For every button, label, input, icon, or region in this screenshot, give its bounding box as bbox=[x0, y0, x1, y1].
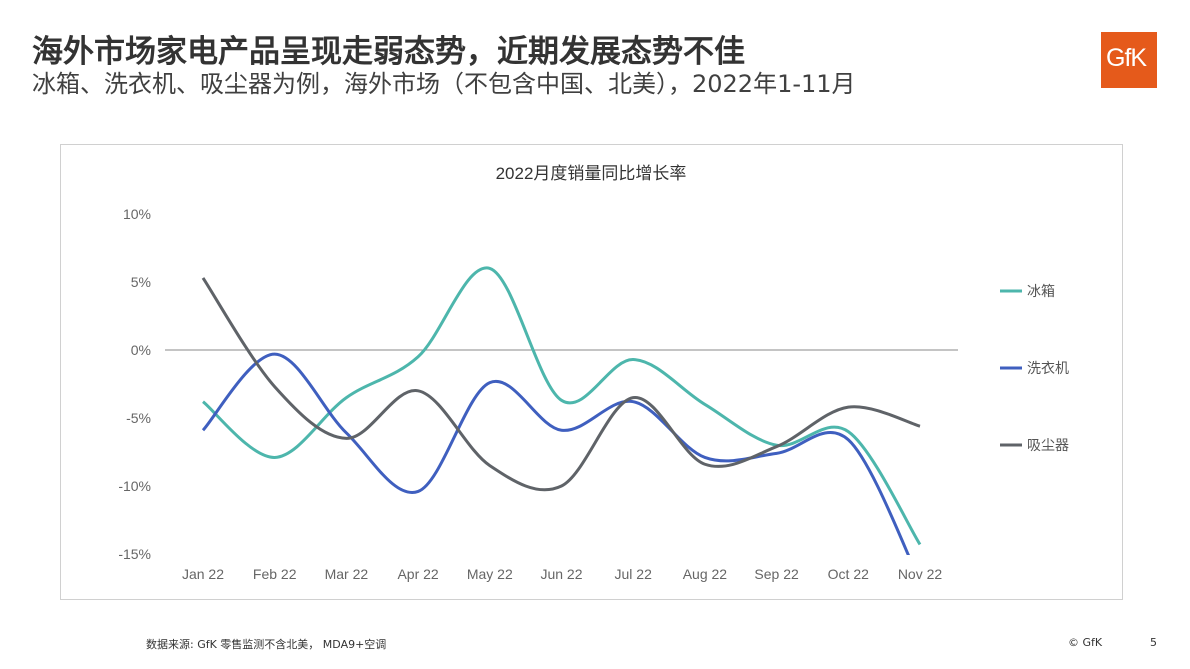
x-tick-label: Aug 22 bbox=[683, 566, 728, 582]
chart-title: 2022月度销量同比增长率 bbox=[496, 164, 687, 183]
x-tick-label: Oct 22 bbox=[828, 566, 869, 582]
x-tick-label: Feb 22 bbox=[253, 566, 297, 582]
x-tick-label: Apr 22 bbox=[397, 566, 438, 582]
page-number: 5 bbox=[1150, 636, 1157, 649]
chart-container bbox=[60, 144, 1123, 600]
x-tick-label: Sep 22 bbox=[754, 566, 799, 582]
slide-title: 海外市场家电产品呈现走弱态势，近期发展态势不佳 bbox=[32, 34, 745, 70]
x-tick-label: Nov 22 bbox=[898, 566, 943, 582]
legend-label: 冰箱 bbox=[1027, 284, 1055, 300]
y-tick-label: -15% bbox=[118, 546, 151, 562]
series-line-3 bbox=[201, 277, 921, 492]
legend-label: 吸尘器 bbox=[1027, 438, 1069, 454]
x-tick-label: Jan 22 bbox=[182, 566, 224, 582]
data-source-note: 数据来源: GfK 零售监测不含北美， MDA9+空调 bbox=[146, 638, 387, 651]
x-tick-label: May 22 bbox=[467, 566, 513, 582]
logo-text: GfK bbox=[1106, 44, 1147, 72]
y-tick-label: -5% bbox=[126, 410, 151, 426]
series-line-1 bbox=[202, 266, 922, 546]
y-tick-label: 10% bbox=[123, 206, 151, 222]
x-tick-label: Jun 22 bbox=[540, 566, 582, 582]
x-tick-label: Jul 22 bbox=[615, 566, 653, 582]
copyright: © GfK bbox=[1068, 636, 1103, 649]
x-tick-label: Mar 22 bbox=[325, 566, 369, 582]
series-line-2 bbox=[201, 352, 910, 555]
y-tick-label: 0% bbox=[131, 342, 151, 358]
gfk-logo: GfK bbox=[1101, 32, 1157, 88]
y-tick-label: -10% bbox=[118, 478, 151, 494]
slide-subtitle: 冰箱、洗衣机、吸尘器为例，海外市场（不包含中国、北美），2022年1-11月 bbox=[32, 70, 856, 98]
y-tick-label: 5% bbox=[131, 274, 151, 290]
legend-label: 洗衣机 bbox=[1027, 361, 1069, 377]
